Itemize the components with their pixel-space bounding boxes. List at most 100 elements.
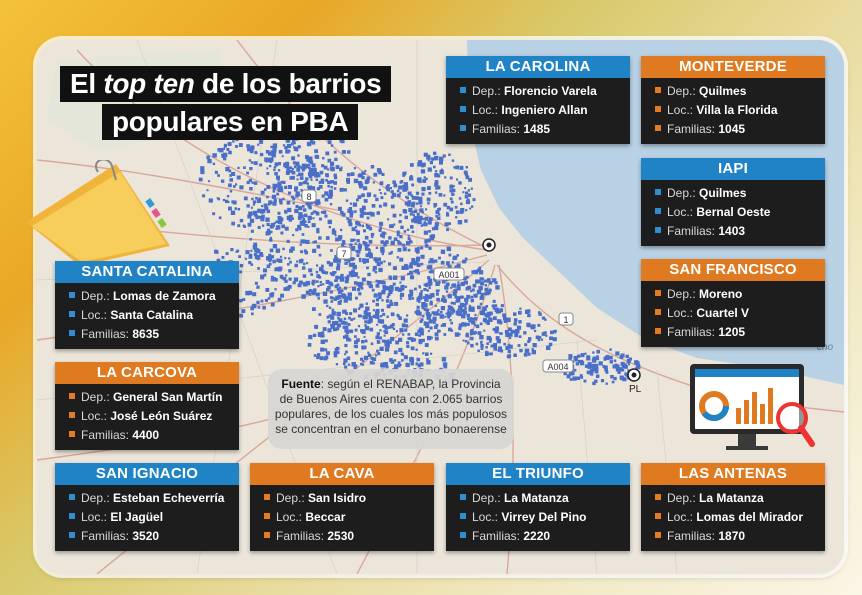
barrio-details: Dep.: General San Martín Loc.: José León … (55, 384, 239, 450)
barrio-card[interactable]: IAPI Dep.: Quilmes Loc.: Bernal Oeste Famil… (641, 158, 825, 246)
barrio-loc-row: Loc.: Beccar (264, 508, 434, 527)
barrio-loc-label: Loc.: (472, 103, 499, 117)
bullet-square-icon (460, 532, 466, 538)
bullet-square-icon (460, 87, 466, 93)
road-label-7: 7 (341, 249, 346, 259)
barrio-fam-value: 3520 (132, 529, 160, 543)
barrio-name: IAPI (641, 158, 825, 180)
title-pre: El (70, 68, 104, 99)
barrio-dep-row: Dep.: Quilmes (655, 184, 825, 203)
barrio-dep-row: Dep.: Lomas de Zamora (69, 287, 239, 306)
bullet-square-icon (655, 227, 661, 233)
barrio-loc-label: Loc.: (472, 510, 499, 524)
barrio-fam-label: Familias: (81, 428, 130, 442)
bullet-square-icon (655, 494, 661, 500)
barrio-dep-label: Dep.: (667, 186, 696, 200)
barrio-card[interactable]: SAN FRANCISCO Dep.: Moreno Loc.: Cuartel V… (641, 259, 825, 347)
barrio-card[interactable]: LA CAVA Dep.: San Isidro Loc.: Beccar Famil… (250, 463, 434, 551)
bullet-square-icon (460, 106, 466, 112)
bullet-square-icon (69, 330, 75, 336)
barrio-card[interactable]: SAN IGNACIO Dep.: Esteban Echeverría Loc.:… (55, 463, 239, 551)
barrio-fam-row: Familias: 1870 (655, 527, 825, 546)
barrio-loc-row: Loc.: Villa la Florida (655, 101, 825, 120)
barrio-name: SAN IGNACIO (55, 463, 239, 485)
barrio-dep-label: Dep.: (472, 84, 501, 98)
folder-icon (26, 160, 170, 266)
barrio-dep-label: Dep.: (81, 491, 110, 505)
barrio-loc-label: Loc.: (667, 306, 694, 320)
barrio-name: EL TRIUNFO (446, 463, 630, 485)
bullet-square-icon (69, 513, 75, 519)
barrio-loc-value: Lomas del Mirador (696, 510, 804, 524)
bullet-square-icon (264, 532, 270, 538)
barrio-fam-label: Familias: (276, 529, 325, 543)
barrio-fam-value: 1045 (718, 122, 746, 136)
barrio-fam-label: Familias: (667, 325, 716, 339)
barrio-loc-row: Loc.: Bernal Oeste (655, 203, 825, 222)
barrio-details: Dep.: Esteban Echeverría Loc.: El Jagüel F… (55, 485, 239, 551)
road-shield-8: 8 (301, 189, 317, 203)
barrio-card[interactable]: SANTA CATALINA Dep.: Lomas de Zamora Loc.:… (55, 261, 239, 349)
bullet-square-icon (655, 513, 661, 519)
bullet-square-icon (69, 431, 75, 437)
barrio-loc-value: Virrey Del Pino (501, 510, 587, 524)
barrio-fam-row: Familias: 1485 (460, 120, 630, 139)
barrio-dep-value: La Matanza (699, 491, 764, 505)
barrio-fam-row: Familias: 1045 (655, 120, 825, 139)
city-marker-caba-dot (486, 242, 492, 248)
bullet-square-icon (460, 513, 466, 519)
barrio-fam-value: 4400 (132, 428, 160, 442)
barrio-fam-value: 1205 (718, 325, 746, 339)
barrio-fam-value: 1870 (718, 529, 746, 543)
barrio-loc-row: Loc.: Santa Catalina (69, 306, 239, 325)
barrio-dep-row: Dep.: San Isidro (264, 489, 434, 508)
barrio-fam-value: 2220 (523, 529, 551, 543)
barrio-fam-row: Familias: 2530 (264, 527, 434, 546)
barrio-dep-value: Lomas de Zamora (113, 289, 216, 303)
barrio-loc-value: José León Suárez (110, 409, 213, 423)
road-label-1: 1 (563, 315, 568, 325)
barrio-loc-label: Loc.: (667, 205, 694, 219)
barrio-loc-value: Ingeniero Allan (501, 103, 588, 117)
barrio-loc-row: Loc.: José León Suárez (69, 407, 239, 426)
barrio-loc-label: Loc.: (667, 510, 694, 524)
barrio-dep-row: Dep.: La Matanza (460, 489, 630, 508)
barrio-dep-row: Dep.: General San Martín (69, 388, 239, 407)
barrio-loc-value: Beccar (305, 510, 346, 524)
barrio-card[interactable]: LA CAROLINA Dep.: Florencio Varela Loc.: I… (446, 56, 630, 144)
barrio-dep-label: Dep.: (81, 390, 110, 404)
bullet-square-icon (69, 393, 75, 399)
barrio-card[interactable]: MONTEVERDE Dep.: Quilmes Loc.: Villa la Fl… (641, 56, 825, 144)
barrio-dep-label: Dep.: (667, 287, 696, 301)
barrio-dep-label: Dep.: (276, 491, 305, 505)
barrio-name: SAN FRANCISCO (641, 259, 825, 281)
barrio-dep-row: Dep.: La Matanza (655, 489, 825, 508)
barrio-card[interactable]: EL TRIUNFO Dep.: La Matanza Loc.: Virrey D… (446, 463, 630, 551)
barrio-loc-label: Loc.: (81, 308, 108, 322)
bullet-square-icon (69, 311, 75, 317)
barrio-dep-label: Dep.: (81, 289, 110, 303)
road-shield-1: 1 (558, 312, 574, 326)
barrio-fam-label: Familias: (667, 224, 716, 238)
title-line-1: El top ten de los barrios (60, 66, 392, 102)
bullet-square-icon (69, 494, 75, 500)
bullet-square-icon (655, 532, 661, 538)
barrio-loc-row: Loc.: Virrey Del Pino (460, 508, 630, 527)
barrio-card[interactable]: LAS ANTENAS Dep.: La Matanza Loc.: Lomas d… (641, 463, 825, 551)
barrio-loc-row: Loc.: Cuartel V (655, 304, 825, 323)
barrio-name: LA CARCOVA (55, 362, 239, 384)
place-label-pl: PL (629, 384, 642, 395)
city-marker-la-plata-dot (631, 372, 637, 378)
barrio-details: Dep.: Lomas de Zamora Loc.: Santa Catalin… (55, 283, 239, 349)
river-label-fragment: cho (817, 342, 834, 353)
bullet-square-icon (264, 494, 270, 500)
source-text: : según el RENABAP, la Provincia de Buen… (274, 377, 508, 436)
barrio-card[interactable]: LA CARCOVA Dep.: General San Martín Loc.: … (55, 362, 239, 450)
barrio-dep-value: Quilmes (699, 84, 747, 98)
barrio-dep-value: General San Martín (113, 390, 223, 404)
barrio-dep-label: Dep.: (667, 491, 696, 505)
barrio-fam-row: Familias: 4400 (69, 426, 239, 445)
barrio-dep-value: Moreno (699, 287, 743, 301)
title-line-2-text: populares en PBA (112, 106, 349, 137)
barrio-details: Dep.: La Matanza Loc.: Lomas del Mirador F… (641, 485, 825, 551)
